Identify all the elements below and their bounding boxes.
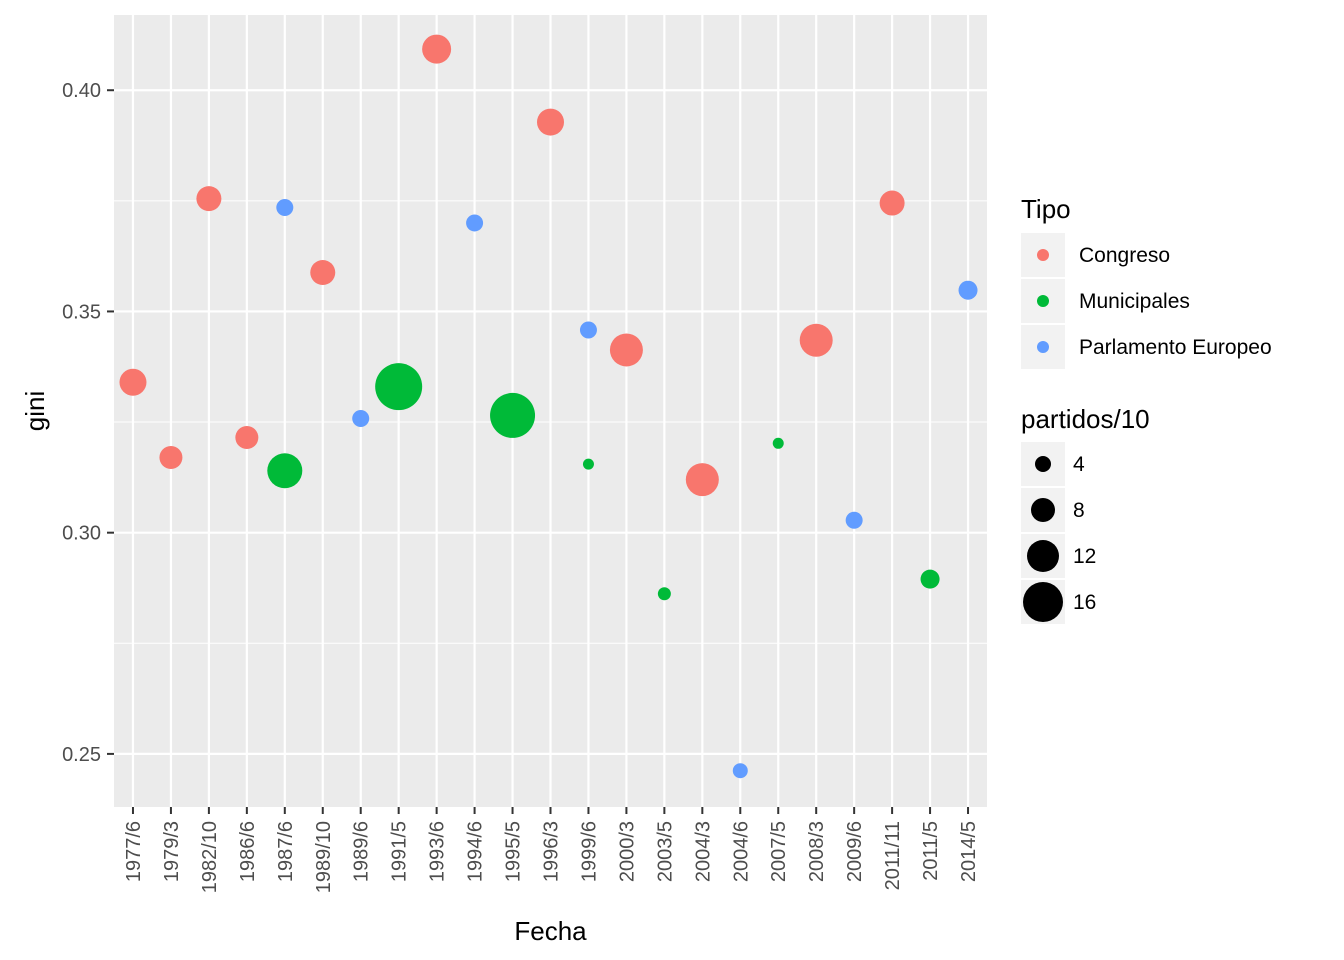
major-gridlines-x — [131, 15, 970, 807]
y-axis-title: gini — [20, 391, 50, 431]
x-axis-title: Fecha — [514, 916, 587, 946]
data-points — [119, 34, 978, 779]
legend-swatch — [1037, 295, 1049, 307]
x-tick-label: 2009/6 — [844, 821, 866, 882]
data-point — [879, 190, 905, 216]
data-point — [352, 410, 370, 428]
data-point — [799, 323, 833, 357]
y-tick-label: 0.25 — [62, 744, 101, 766]
x-tick-label: 1986/6 — [237, 821, 259, 882]
y-axis: 0.25 0.30 0.35 0.40 — [62, 80, 114, 766]
legend-label: Municipales — [1079, 290, 1190, 313]
data-point — [235, 426, 259, 450]
data-point — [772, 437, 784, 449]
data-point — [958, 280, 978, 300]
data-point — [579, 321, 597, 339]
x-tick-label: 1999/6 — [578, 821, 600, 882]
legend-label: 16 — [1073, 591, 1096, 614]
legend-swatch — [1037, 249, 1049, 261]
y-tick-label: 0.40 — [62, 80, 101, 102]
x-tick-label: 1996/3 — [541, 821, 563, 882]
data-point — [375, 363, 423, 411]
data-point — [537, 108, 564, 136]
legend-label: 4 — [1073, 453, 1085, 476]
x-tick-label: 1977/6 — [123, 821, 145, 882]
data-point — [119, 368, 147, 396]
data-point — [159, 445, 183, 469]
data-point — [845, 511, 863, 529]
x-tick-label: 2007/5 — [768, 821, 790, 882]
data-point — [466, 214, 484, 232]
x-tick-label: 1982/10 — [199, 821, 221, 893]
data-point — [685, 463, 719, 497]
data-point — [657, 587, 671, 601]
data-point — [732, 763, 748, 779]
legend-size-swatch — [1027, 540, 1059, 572]
data-point — [609, 333, 643, 367]
data-point — [422, 34, 452, 64]
x-tick-label: 2003/5 — [654, 821, 676, 882]
color-legend: Tipo Congreso Municipales Parlamento Europe… — [1021, 194, 1272, 369]
x-tick-label: 2014/5 — [958, 821, 980, 882]
x-tick-label: 1994/6 — [465, 821, 487, 882]
legend-label: Congreso — [1079, 244, 1170, 267]
data-point — [196, 186, 222, 212]
data-point — [582, 458, 594, 470]
x-tick-label: 2004/6 — [730, 821, 752, 882]
x-tick-label: 2000/3 — [616, 821, 638, 882]
x-tick-label: 1989/6 — [351, 821, 373, 882]
x-axis: 1977/6 1979/3 1982/10 1986/6 1987/6 1989/10 19… — [123, 807, 980, 893]
x-tick-label: 1979/3 — [161, 821, 183, 882]
x-tick-label: 1991/5 — [389, 821, 411, 882]
data-point — [310, 260, 336, 286]
legend-size-swatch — [1031, 498, 1055, 522]
data-point — [267, 453, 303, 489]
y-tick-label: 0.35 — [62, 301, 101, 323]
legend-label: 12 — [1073, 545, 1096, 568]
legend-size-swatch — [1035, 456, 1051, 472]
data-point — [490, 392, 536, 438]
x-tick-label: 2011/11 — [882, 821, 904, 890]
x-tick-label: 2011/5 — [920, 821, 942, 881]
data-point — [276, 198, 294, 216]
x-tick-label: 1993/6 — [427, 821, 449, 882]
size-legend: partidos/10 4 8 12 16 — [1021, 404, 1150, 624]
legend-label: Parlamento Europeo — [1079, 336, 1272, 359]
data-point — [920, 569, 940, 589]
x-tick-label: 2008/3 — [806, 821, 828, 882]
x-tick-label: 2004/3 — [692, 821, 714, 882]
size-legend-title: partidos/10 — [1021, 404, 1150, 434]
y-tick-label: 0.30 — [62, 523, 101, 545]
x-tick-label: 1995/5 — [503, 821, 525, 882]
legend-label: 8 — [1073, 499, 1085, 522]
legend-size-swatch — [1023, 582, 1063, 622]
color-legend-title: Tipo — [1021, 194, 1071, 224]
legend-swatch — [1037, 341, 1049, 353]
x-tick-label: 1987/6 — [275, 821, 297, 882]
x-tick-label: 1989/10 — [313, 821, 335, 893]
